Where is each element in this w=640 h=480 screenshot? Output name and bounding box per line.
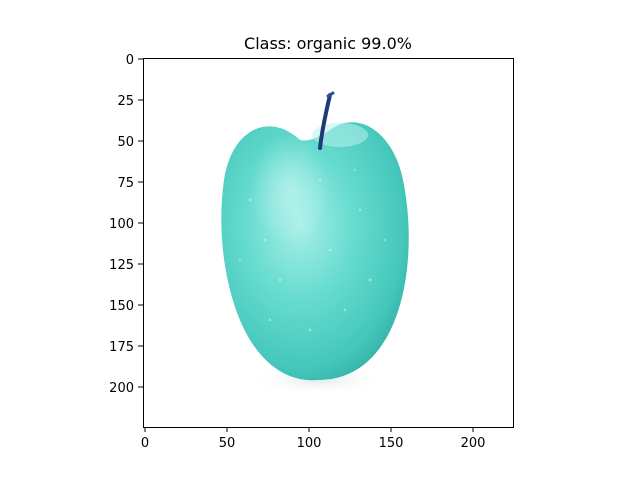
image-area: [143, 58, 513, 427]
x-tick-label: 50: [219, 436, 236, 451]
x-tick-label: 200: [461, 436, 486, 451]
figure-title: Class: organic 99.0%: [244, 34, 412, 53]
axes-frame: [143, 58, 514, 428]
x-axis: 0 50 100 150 200: [141, 427, 486, 451]
y-tick-label: 75: [117, 176, 134, 191]
y-tick-label: 125: [109, 258, 134, 273]
x-tick-label: 150: [379, 436, 404, 451]
y-tick-label: 200: [109, 381, 134, 396]
y-tick-label: 0: [126, 53, 134, 68]
y-tick-label: 25: [117, 94, 134, 109]
y-axis: 0 25 50 75 100 125 150 175 200: [109, 53, 143, 396]
x-tick-label: 0: [141, 436, 149, 451]
apple-highlight: [250, 135, 330, 245]
y-tick-label: 150: [109, 299, 134, 314]
y-tick-label: 175: [109, 340, 134, 355]
y-tick-label: 50: [117, 135, 134, 150]
apple-stem: [318, 93, 332, 150]
apple-speckles: [238, 169, 386, 332]
y-tick-label: 100: [109, 217, 134, 232]
x-tick-label: 100: [297, 436, 322, 451]
